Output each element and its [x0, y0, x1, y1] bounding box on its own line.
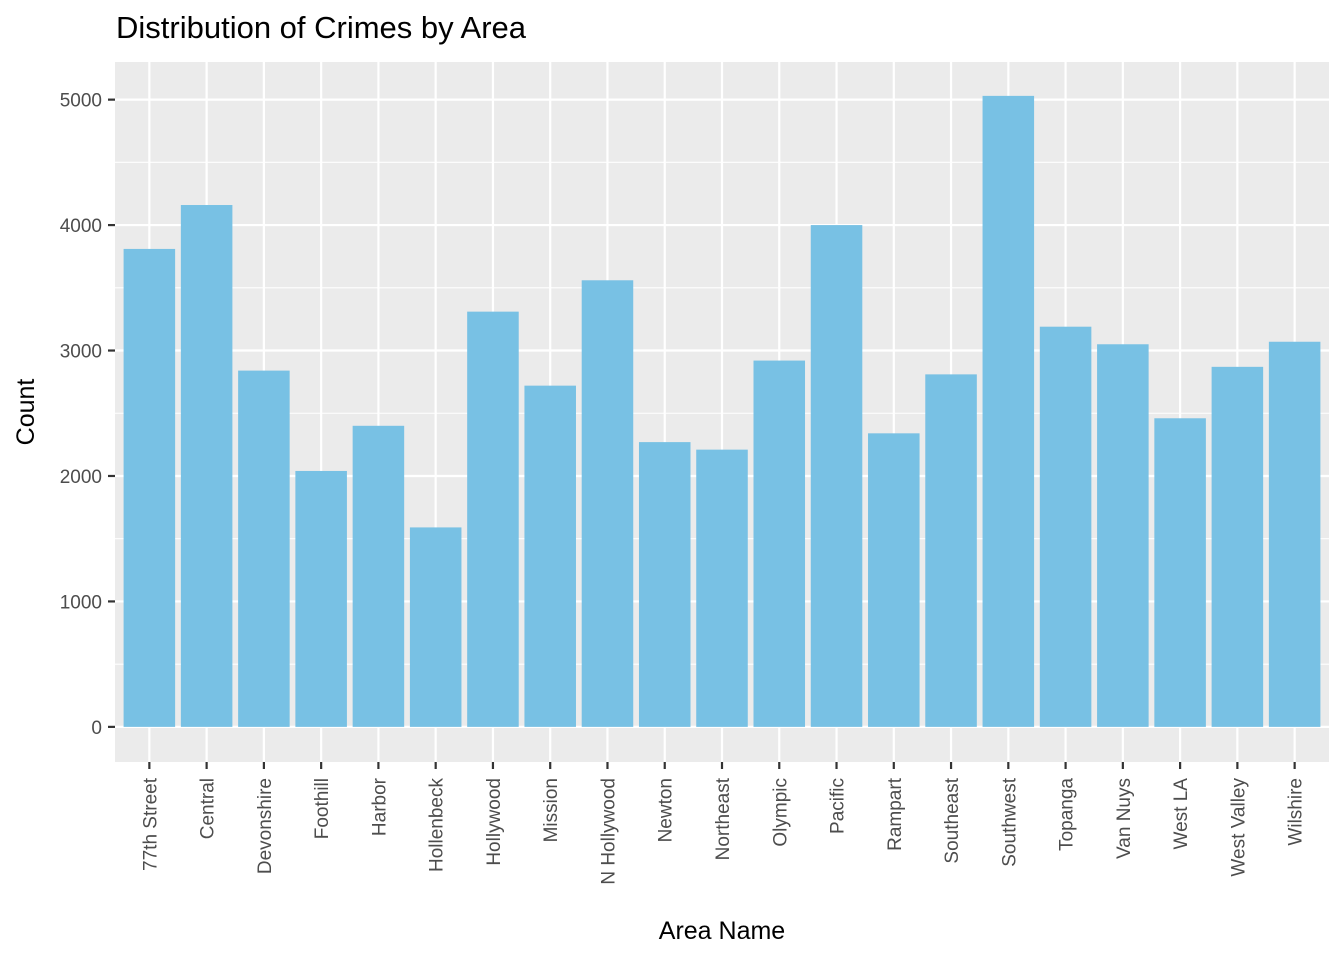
- y-tick-label: 5000: [60, 91, 102, 112]
- y-axis: 0 1000 2000 3000 4000 5000: [60, 91, 115, 739]
- x-tick-label: Olympic: [770, 778, 791, 847]
- bar: [1268, 341, 1321, 727]
- bar: [753, 360, 806, 727]
- y-axis-title: Count: [12, 379, 40, 446]
- x-tick-label: Foothill: [312, 778, 333, 839]
- bar: [180, 205, 233, 727]
- x-tick-label: Newton: [656, 778, 677, 842]
- x-tick-label: Van Nuys: [1114, 778, 1135, 859]
- bar: [409, 527, 462, 727]
- bar: [696, 449, 748, 727]
- x-tick-label: Southwest: [999, 777, 1020, 866]
- bar: [868, 433, 920, 727]
- y-tick-label: 0: [91, 718, 102, 739]
- bar: [638, 442, 691, 727]
- x-tick-label: Rampart: [885, 777, 906, 851]
- bar: [1154, 418, 1206, 727]
- bar: [352, 425, 405, 727]
- y-tick-label: 4000: [60, 216, 102, 237]
- x-tick-label: Hollenbeck: [427, 778, 448, 872]
- bar: [1097, 344, 1149, 727]
- x-tick-label: Pacific: [828, 778, 849, 834]
- x-axis: 77th Street Central Devonshire Foothill Harb…: [140, 762, 1307, 885]
- x-tick-label: N Hollywood: [598, 778, 619, 885]
- y-tick-label: 1000: [60, 592, 102, 613]
- bar: [238, 370, 290, 727]
- x-tick-label: Southeast: [942, 777, 963, 863]
- bar: [467, 311, 519, 727]
- bar: [295, 470, 347, 727]
- x-tick-label: Harbor: [369, 777, 390, 836]
- x-tick-label: Wilshire: [1286, 778, 1307, 846]
- chart-title: Distribution of Crimes by Area: [116, 10, 527, 45]
- x-tick-label: West Valley: [1228, 778, 1249, 877]
- bar: [982, 95, 1035, 727]
- x-tick-label: Mission: [541, 778, 562, 842]
- x-tick-label: Central: [198, 778, 219, 839]
- bar: [1039, 326, 1092, 727]
- x-axis-title: Area Name: [659, 917, 785, 945]
- bar: [925, 374, 977, 727]
- x-tick-label: Topanga: [1057, 778, 1078, 851]
- bar: [524, 385, 576, 727]
- x-tick-label: Devonshire: [255, 778, 276, 874]
- bar: [810, 225, 863, 727]
- bar: [581, 280, 634, 727]
- x-tick-label: Northeast: [713, 777, 734, 860]
- bars: [123, 95, 1321, 727]
- bar: [1211, 366, 1264, 727]
- bar: [123, 248, 176, 727]
- x-tick-label: West LA: [1171, 778, 1192, 850]
- x-tick-label: Hollywood: [484, 778, 505, 866]
- y-tick-label: 3000: [60, 342, 102, 363]
- x-tick-label: 77th Street: [140, 777, 161, 871]
- y-tick-label: 2000: [60, 467, 102, 488]
